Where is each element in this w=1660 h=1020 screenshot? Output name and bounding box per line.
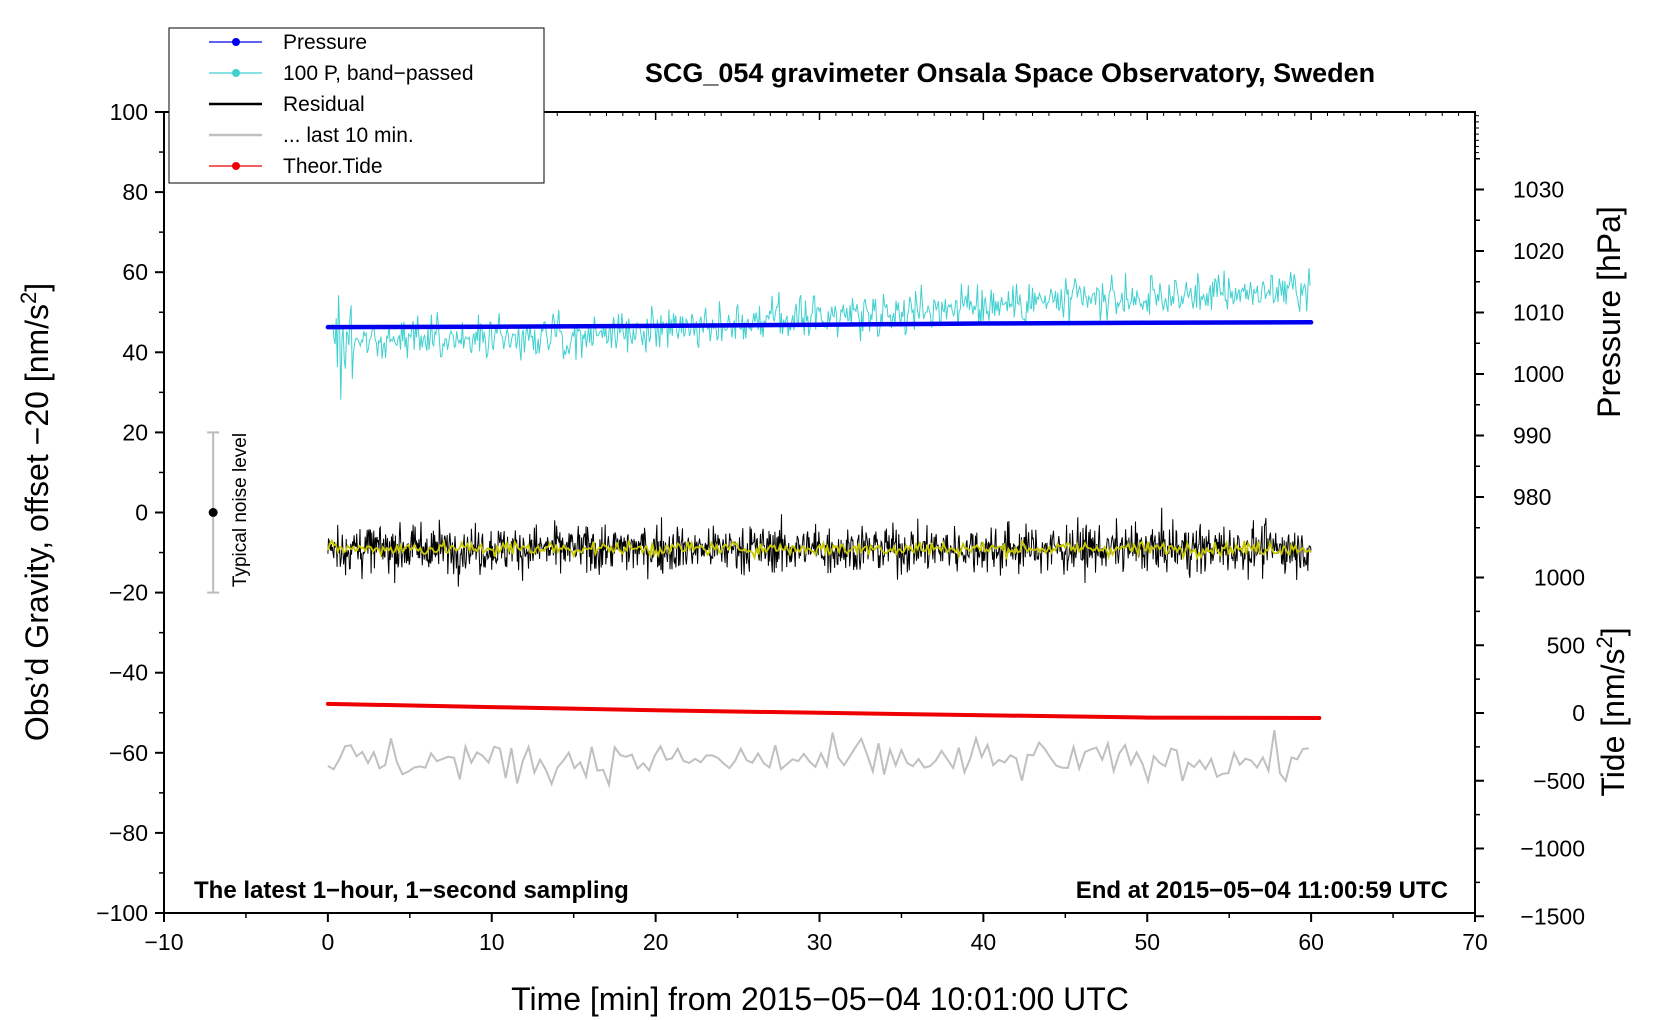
x-tick-label: 60 — [1298, 929, 1324, 955]
tide-tick-label: 0 — [1572, 700, 1585, 726]
noise-bar-dot — [208, 508, 218, 517]
y-axis-title-pressure: Pressure [hPa] — [1591, 206, 1627, 418]
chart-title: SCG_054 gravimeter Onsala Space Observat… — [645, 58, 1375, 88]
x-tick-label: 70 — [1462, 929, 1488, 955]
series-pressure-line — [325, 320, 1314, 330]
y-tick-label: −100 — [96, 900, 148, 926]
x-tick-label: 10 — [479, 929, 505, 955]
legend-label-1: 100 P, band−passed — [283, 62, 474, 85]
pressure-tick-label: 990 — [1513, 423, 1551, 449]
annotation-right: End at 2015−05−04 11:00:59 UTC — [1076, 877, 1448, 904]
x-tick-label: 20 — [643, 929, 669, 955]
legend-label-0: Pressure — [283, 31, 367, 54]
legend-label-2: Residual — [283, 93, 365, 116]
series-theor-tide-line — [325, 701, 1322, 720]
tide-tick-label: −1500 — [1520, 903, 1585, 929]
x-tick-label: −10 — [144, 929, 183, 955]
tide-tick-label: 1000 — [1534, 565, 1585, 591]
y-tick-label: 0 — [135, 500, 148, 526]
y-tick-label: 80 — [122, 179, 148, 205]
legend: Pressure 100 P, band−passed Residual ... la… — [168, 27, 545, 184]
legend-label-4: Theor.Tide — [283, 155, 383, 178]
noise-bar-label: Typical noise level — [230, 433, 251, 587]
y-tick-label: 20 — [122, 419, 148, 445]
x-tick-label: 0 — [321, 929, 334, 955]
y-tick-label: −60 — [109, 740, 148, 766]
x-tick-label: 40 — [971, 929, 997, 955]
series-residual-line — [327, 507, 1312, 587]
x-tick-label: 30 — [807, 929, 833, 955]
pressure-tick-label: 1030 — [1513, 177, 1564, 203]
x-tick-label: 50 — [1134, 929, 1160, 955]
legend-marker-0 — [232, 38, 240, 46]
pressure-tick-label: 1010 — [1513, 300, 1564, 326]
y-tick-label: 100 — [110, 99, 148, 125]
pressure-tick-label: 1020 — [1513, 238, 1564, 264]
tide-tick-label: −1000 — [1520, 836, 1585, 862]
y-tick-label: −80 — [109, 820, 148, 846]
legend-marker-4 — [232, 162, 240, 170]
legend-box — [168, 27, 545, 184]
legend-marker-1 — [232, 69, 240, 77]
annotation-left: The latest 1−hour, 1−second sampling — [194, 877, 629, 904]
plot-layer — [325, 268, 1322, 789]
tide-tick-label: 500 — [1547, 632, 1585, 658]
x-axis-title: Time [min] from 2015−05−04 10:01:00 UTC — [511, 981, 1129, 1017]
ticks-layer: −10 0 10 20 30 40 50 60 70−100−80−60−40−20020406… — [96, 99, 1585, 955]
y-tick-label: −20 — [109, 580, 148, 606]
noise-bar — [207, 431, 220, 594]
pressure-tick-label: 1000 — [1513, 361, 1564, 387]
y-axis-title-left: Obs’d Gravity, offset −20 [nm/s2] — [16, 283, 55, 741]
pressure-tick-label: 980 — [1513, 484, 1551, 510]
y-axis-title-tide: Tide [nm/s2] — [1592, 627, 1631, 796]
legend-label-3: ... last 10 min. — [283, 124, 414, 147]
y-tick-label: −40 — [109, 660, 148, 686]
y-tick-label: 60 — [122, 259, 148, 285]
series-smoothed-residual-line — [327, 538, 1312, 561]
tide-tick-label: −500 — [1533, 768, 1585, 794]
series-last10min-line — [327, 729, 1309, 789]
y-tick-label: 40 — [122, 339, 148, 365]
